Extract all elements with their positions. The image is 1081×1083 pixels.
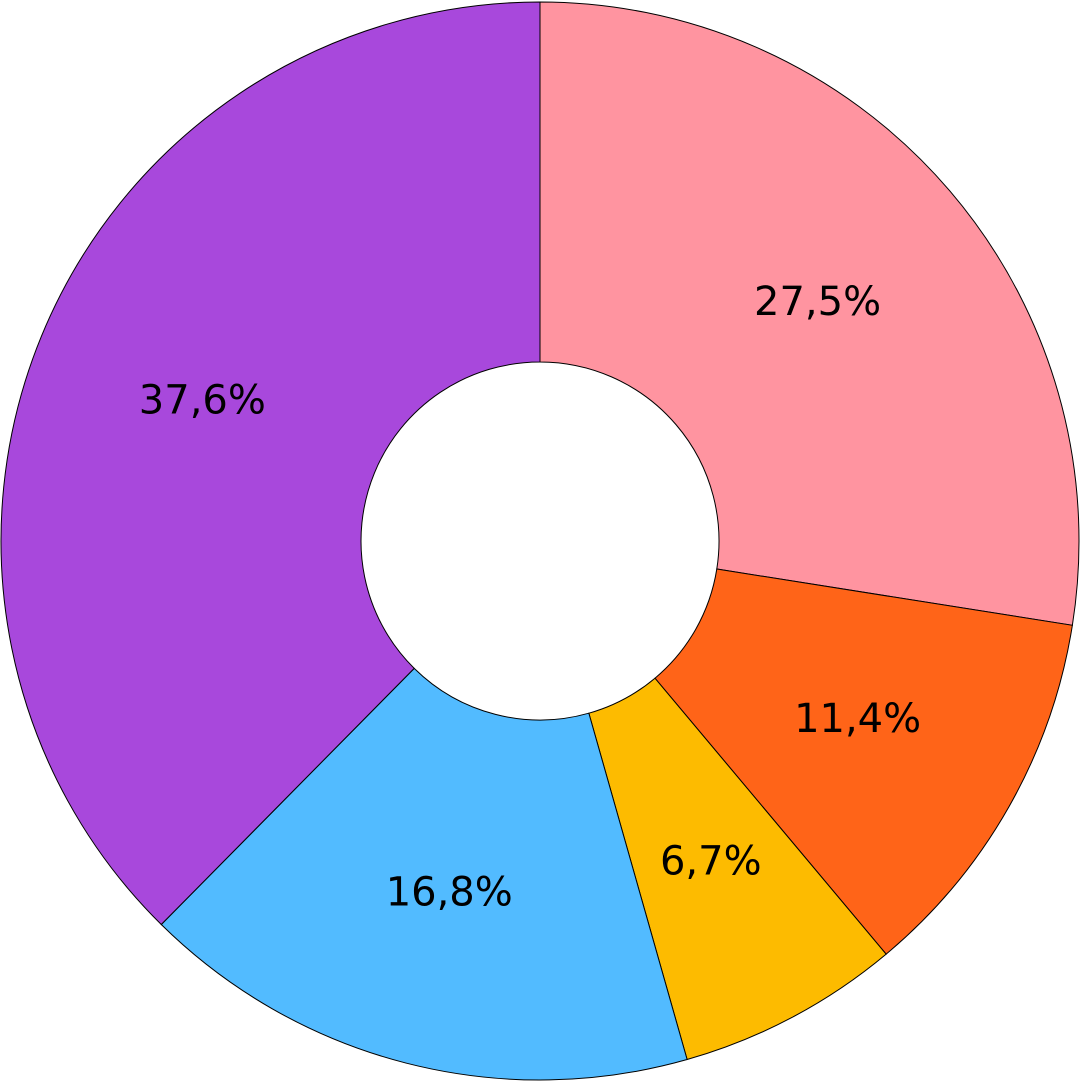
value-label: 6,7% <box>660 839 762 885</box>
value-label: 16,8% <box>386 870 513 916</box>
slice <box>0 1 541 926</box>
slice <box>160 667 688 1081</box>
slice <box>654 568 1073 955</box>
value-label: 27,5% <box>754 279 881 325</box>
value-label: 37,6% <box>139 377 266 423</box>
value-label: 11,4% <box>794 696 921 742</box>
slice <box>588 677 887 1061</box>
slice <box>539 1 1080 626</box>
